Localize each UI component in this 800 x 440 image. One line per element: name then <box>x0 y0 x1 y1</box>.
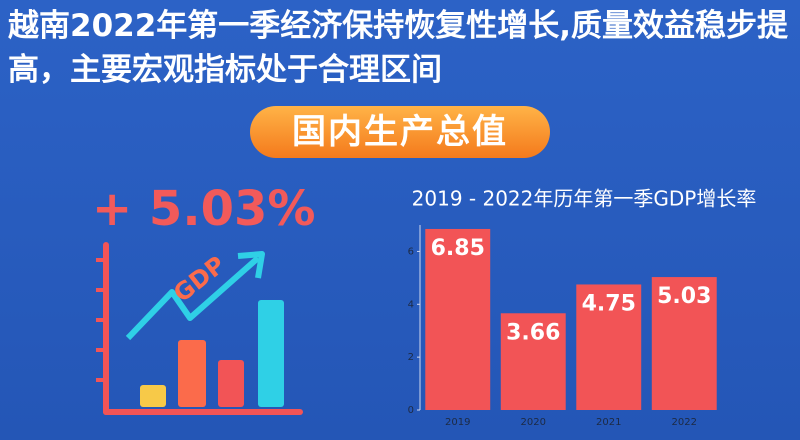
x-tick-label: 2021 <box>596 417 621 428</box>
value-label: 3.66 <box>506 320 560 345</box>
icon-label: GDP <box>168 251 230 308</box>
value-label: 4.75 <box>582 291 636 316</box>
bar <box>576 284 642 410</box>
bar <box>425 228 491 410</box>
x-tick-label: 2019 <box>445 417 470 428</box>
value-label: 5.03 <box>657 284 711 309</box>
y-tick-label: 6 <box>408 246 414 257</box>
gdp-icon <box>96 242 303 415</box>
value-label: 6.85 <box>431 236 485 261</box>
y-tick-label: 0 <box>408 405 414 416</box>
chart-title: 2019 - 2022年历年第一季GDP增长率 <box>412 187 757 211</box>
y-tick-label: 4 <box>408 299 414 310</box>
bar <box>651 277 717 410</box>
x-tick-label: 2022 <box>672 417 697 428</box>
page-title: 越南2022年第一季经济保持恢复性增长,质量效益稳步提高，主要宏观指标处于合理区… <box>8 8 789 88</box>
bar <box>500 313 566 410</box>
x-tick-label: 2020 <box>521 417 546 428</box>
badge: 国内生产总值 <box>250 106 550 158</box>
y-tick-label: 2 <box>408 352 414 363</box>
highlight-value: + 5.03% <box>92 181 315 237</box>
